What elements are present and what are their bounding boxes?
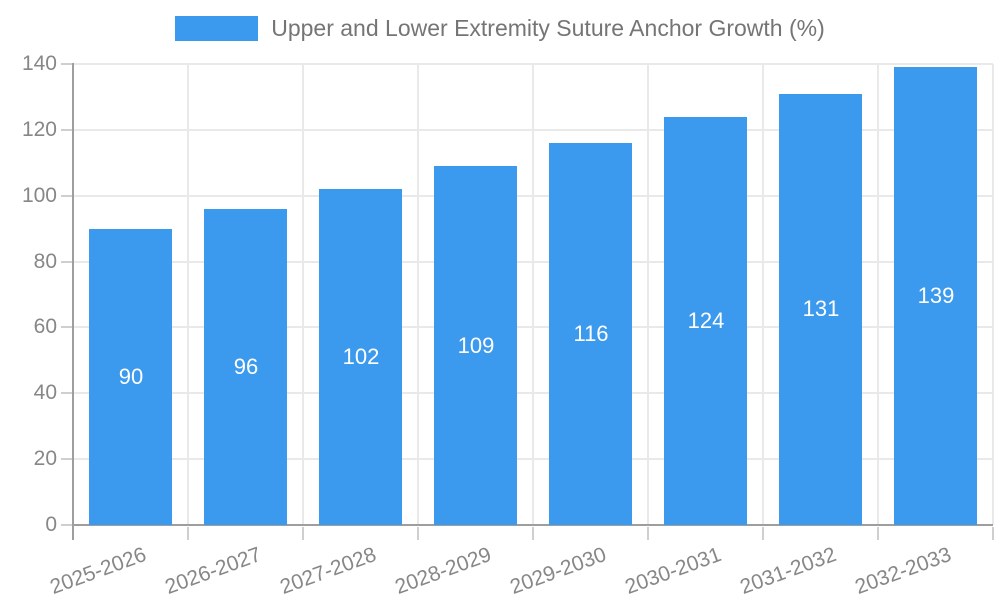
bar-value-label: 96 [233, 354, 259, 379]
y-tick-mark [61, 524, 73, 526]
y-tick-label: 40 [33, 381, 57, 404]
x-tick-mark [417, 527, 419, 540]
y-axis-line [72, 63, 74, 540]
x-axis-line [73, 524, 993, 526]
y-tick-mark [61, 63, 73, 65]
bar-value-label: 90 [118, 364, 144, 389]
y-tick-label: 120 [21, 118, 57, 141]
x-tick-mark [762, 527, 764, 540]
chart-legend[interactable]: Upper and Lower Extremity Suture Anchor … [0, 14, 1000, 42]
bar-value-label: 131 [802, 296, 840, 321]
x-category-label: 2032-2033 [851, 543, 954, 599]
x-gridline [647, 64, 649, 525]
x-tick-mark [877, 527, 879, 540]
bar-value-label: 116 [573, 321, 609, 346]
x-gridline [877, 64, 879, 525]
legend-swatch [175, 15, 259, 41]
x-gridline [762, 64, 764, 525]
x-gridline [302, 64, 304, 525]
x-category-label: 2031-2032 [736, 543, 839, 599]
bar-value-label: 139 [917, 283, 955, 308]
bar[interactable] [779, 94, 862, 525]
legend-label: Upper and Lower Extremity Suture Anchor … [271, 15, 825, 41]
x-category-label: 2030-2031 [621, 543, 724, 599]
bar[interactable] [664, 117, 747, 525]
x-tick-mark [992, 527, 994, 540]
bar[interactable] [894, 67, 977, 525]
y-tick-label: 0 [45, 513, 57, 536]
y-tick-mark [61, 458, 73, 460]
x-tick-mark [187, 527, 189, 540]
y-tick-mark [61, 326, 73, 328]
y-tick-label: 60 [33, 315, 57, 338]
y-tick-mark [61, 129, 73, 131]
x-category-label: 2028-2029 [391, 543, 494, 599]
y-tick-label: 80 [33, 250, 57, 273]
bar-value-label: 109 [457, 333, 495, 358]
x-category-label: 2025-2026 [46, 543, 149, 599]
y-tick-mark [61, 392, 73, 394]
bar[interactable] [434, 166, 517, 525]
bar[interactable] [319, 189, 402, 525]
bar-value-label: 124 [687, 308, 725, 333]
y-tick-label: 20 [33, 447, 57, 470]
bar[interactable] [204, 209, 287, 525]
x-category-label: 2027-2028 [276, 543, 379, 599]
bar-value-label: 102 [342, 344, 380, 369]
x-category-label: 2026-2027 [161, 543, 264, 599]
bar[interactable] [549, 143, 632, 525]
x-gridline [532, 64, 534, 525]
x-tick-mark [647, 527, 649, 540]
x-gridline [417, 64, 419, 525]
x-gridline [992, 64, 994, 525]
x-tick-mark [302, 527, 304, 540]
bar[interactable] [89, 229, 172, 525]
x-gridline [187, 64, 189, 525]
y-tick-mark [61, 195, 73, 197]
y-tick-label: 100 [21, 184, 57, 207]
y-tick-label: 140 [21, 52, 57, 75]
x-tick-mark [532, 527, 534, 540]
y-tick-mark [61, 261, 73, 263]
x-category-label: 2029-2030 [506, 543, 609, 599]
